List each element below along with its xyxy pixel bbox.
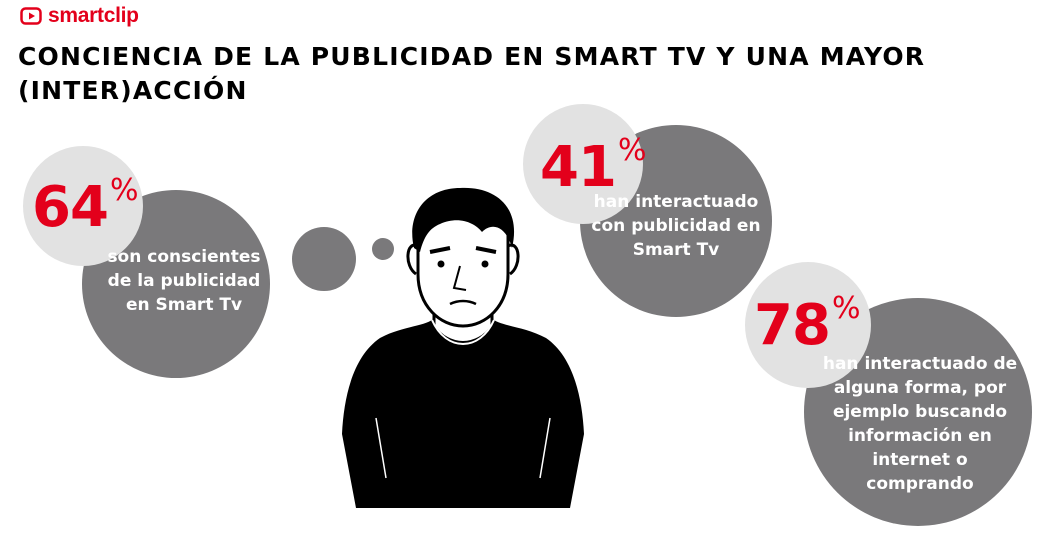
thought-bubble-small (372, 238, 394, 260)
stat-value-41: 41% (540, 136, 646, 196)
stat-label: han interactuado de alguna forma, por ej… (822, 354, 1018, 494)
stat-unit: % (109, 173, 139, 208)
stat-label: han interactuado con publicidad en Smart… (591, 192, 761, 260)
stat-bubble-light (523, 104, 643, 224)
stat-unit: % (831, 291, 861, 326)
stat-value-64: 64% (32, 176, 138, 236)
stat-unit: % (617, 133, 647, 168)
stat-number: 78 (754, 293, 831, 358)
brand-logo: smartclip (20, 4, 139, 28)
thought-bubble-large (292, 227, 356, 291)
stat-number: 64 (32, 175, 109, 240)
man-thinking-illustration (342, 187, 584, 508)
stat-bubble-light (23, 146, 143, 266)
stat-number: 41 (540, 135, 617, 200)
stat-label: son conscientes de la publicidad en Smar… (107, 247, 261, 315)
play-icon (20, 7, 42, 25)
stat-value-78: 78% (754, 294, 860, 354)
stat-bubble-light (745, 262, 871, 388)
brand-name: smartclip (48, 4, 139, 27)
page-title: CONCIENCIA DE LA PUBLICIDAD EN SMART TV … (18, 42, 926, 105)
